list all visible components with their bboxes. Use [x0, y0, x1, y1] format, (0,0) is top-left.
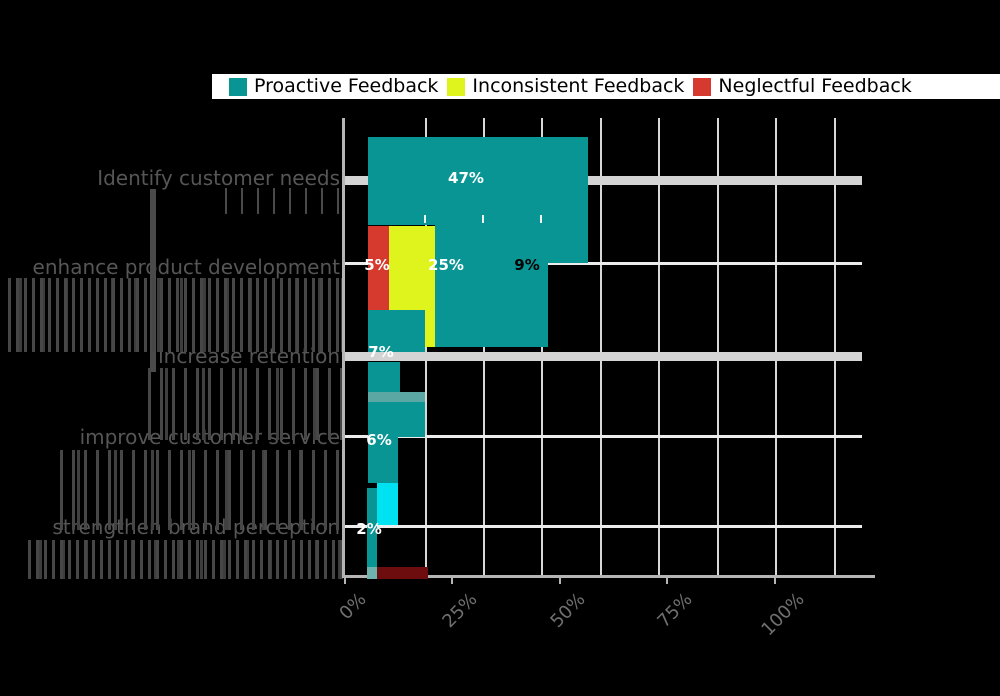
x-tick-mark	[666, 578, 668, 584]
bar-segment-lightteal-smear	[368, 392, 425, 402]
glitch-streak	[60, 450, 345, 530]
x-axis-spine	[342, 575, 875, 578]
bar-segment-proactive-row5	[367, 488, 377, 567]
bar-segment-proactive-row4-lower	[368, 437, 398, 483]
gridline-horizontal-row4	[345, 435, 862, 438]
gridline-horizontal-row5	[345, 525, 862, 528]
value-label-5: 5%	[364, 256, 390, 274]
legend-item-neglectful: Neglectful Feedback	[693, 75, 912, 97]
x-tick-label-25: 25%	[438, 588, 482, 633]
x-tick-mark	[451, 578, 453, 584]
bar-segment-lightteal-smear-bottom	[367, 567, 377, 579]
x-tick-label-75: 75%	[653, 588, 697, 633]
bar-segment-proactive-row3-lower	[368, 362, 400, 392]
value-label-47: 47%	[448, 169, 484, 187]
gridline-horizontal-row2	[345, 262, 862, 265]
value-label-6: 6%	[366, 431, 392, 449]
bar-segment-cyan-smear-row5	[377, 483, 398, 525]
gridline-fragment	[482, 215, 484, 223]
legend-label-proactive: Proactive Feedback	[254, 75, 439, 97]
glitch-streak	[8, 278, 345, 352]
gridline-band-row1	[345, 176, 862, 185]
legend-swatch-inconsistent-icon	[447, 77, 466, 96]
bar-segment-inconsistent-row2	[389, 226, 435, 310]
bar-segment-proactive-row2-upper	[435, 218, 588, 263]
bar-segment-proactive-row1	[368, 137, 588, 225]
gridline-fragment	[424, 215, 426, 223]
legend-label-inconsistent: Inconsistent Feedback	[472, 75, 685, 97]
value-label-2: 2%	[356, 520, 382, 538]
legend: Proactive Feedback Inconsistent Feedback…	[212, 74, 1000, 99]
x-tick-label-100: 100%	[757, 588, 809, 641]
gridline-band-row3	[345, 352, 862, 361]
bar-segment-proactive-row3-upper	[368, 310, 425, 352]
x-tick-mark	[344, 578, 346, 584]
glitch-streak	[28, 540, 345, 579]
bar-segment-inconsistent-smear	[425, 310, 435, 347]
value-label-7: 7%	[368, 343, 394, 361]
category-label-identify-customer-needs: Identify customer needs	[97, 166, 340, 190]
category-label-enhance-product-development: enhance product development	[32, 255, 340, 279]
legend-swatch-neglectful-icon	[693, 77, 712, 96]
gridline-vertical	[834, 118, 836, 575]
x-tick-mark	[559, 578, 561, 584]
gridline-vertical	[775, 118, 777, 575]
glitch-streak	[148, 368, 345, 440]
glitch-streak	[225, 188, 340, 214]
x-tick-mark	[774, 578, 776, 584]
gridline-vertical	[717, 118, 719, 575]
bar-segment-proactive-row4-upper	[368, 402, 425, 437]
value-label-25: 25%	[428, 256, 464, 274]
value-label-9: 9%	[514, 256, 540, 274]
gridline-vertical	[600, 118, 602, 575]
legend-item-proactive: Proactive Feedback	[229, 77, 438, 96]
gridline-vertical	[658, 118, 660, 575]
x-tick-label-0: 0%	[335, 588, 371, 625]
bar-segment-neglectful-row2	[368, 226, 389, 310]
x-tick-label-50: 50%	[546, 588, 590, 633]
bar-segment-proactive-row2-lower	[435, 263, 548, 347]
y-axis-spine	[342, 118, 345, 578]
legend-label-neglectful: Neglectful Feedback	[718, 75, 912, 97]
legend-item-inconsistent: Inconsistent Feedback	[447, 77, 684, 96]
bar-segment-darkred-smear-bottom	[377, 567, 428, 579]
legend-swatch-proactive-icon	[229, 77, 247, 96]
gridline-fragment	[540, 215, 542, 223]
